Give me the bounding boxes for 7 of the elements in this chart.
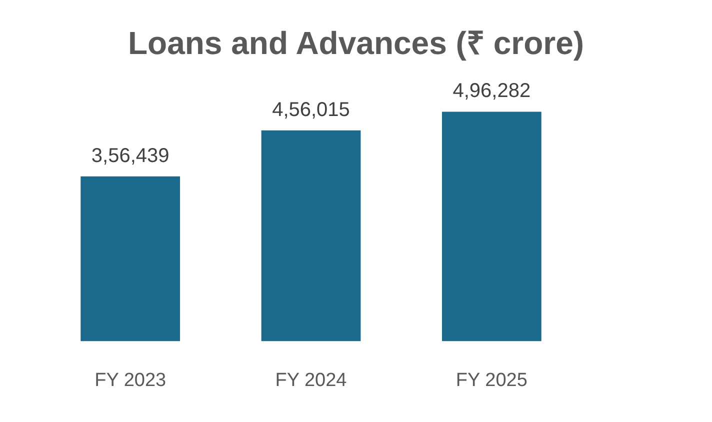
x-tick-label: FY 2025 xyxy=(456,370,528,391)
data-label: 4,96,282 xyxy=(452,80,531,102)
x-tick-label: FY 2023 xyxy=(94,370,166,391)
data-label: 4,56,015 xyxy=(272,98,350,121)
x-tick-label: FY 2024 xyxy=(275,370,348,391)
data-label: 3,56,439 xyxy=(91,144,170,167)
chart-title: Loans and Advances (₹ crore) xyxy=(126,24,586,63)
